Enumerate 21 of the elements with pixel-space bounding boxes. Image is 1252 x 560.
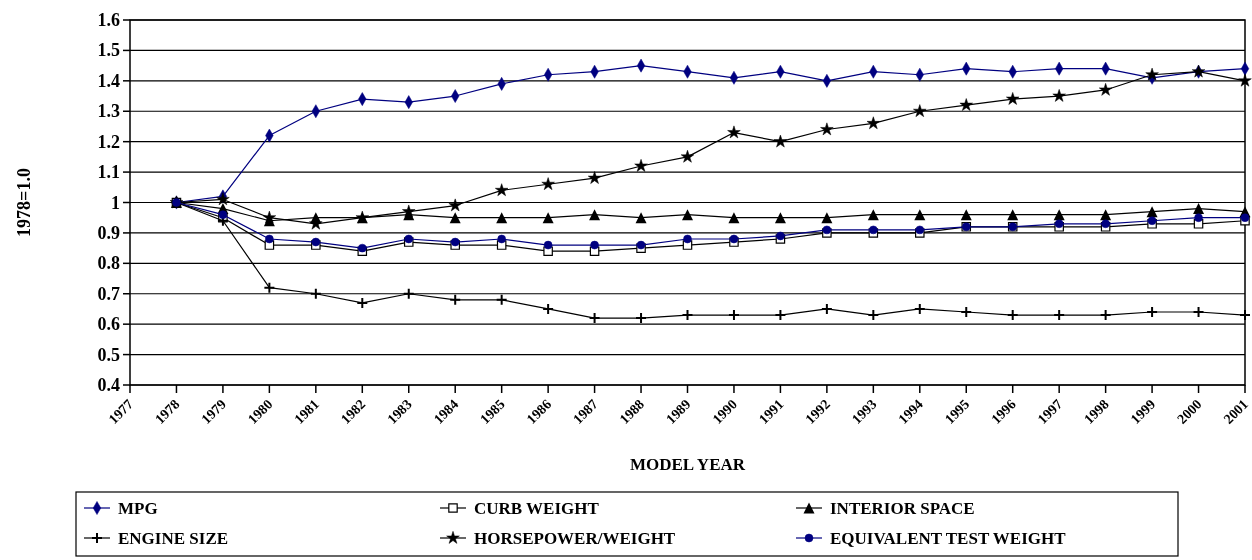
y-tick-label: 0.5 xyxy=(97,344,120,365)
y-tick-label: 1.6 xyxy=(97,10,120,30)
legend-label: MPG xyxy=(118,499,158,518)
legend-label: HORSEPOWER/WEIGHT xyxy=(474,529,676,548)
legend-label: EQUIVALENT TEST WEIGHT xyxy=(830,529,1067,548)
legend-label: INTERIOR SPACE xyxy=(830,499,975,518)
x-axis-title: MODEL YEAR xyxy=(629,455,746,474)
y-tick-label: 1 xyxy=(111,192,120,213)
y-axis-title: 1978=1.0 xyxy=(14,168,34,237)
y-tick-label: 1.4 xyxy=(97,70,120,91)
y-tick-label: 1.2 xyxy=(97,131,120,152)
y-tick-label: 1.1 xyxy=(97,162,120,183)
y-tick-label: 0.8 xyxy=(97,253,120,274)
y-tick-label: 0.9 xyxy=(97,222,120,243)
y-tick-label: 0.6 xyxy=(97,314,120,335)
legend-label: ENGINE SIZE xyxy=(118,529,229,548)
legend-label: CURB WEIGHT xyxy=(474,499,600,518)
y-tick-label: 0.7 xyxy=(97,283,120,304)
y-tick-label: 1.5 xyxy=(97,40,120,61)
y-tick-label: 0.4 xyxy=(97,375,120,395)
y-tick-label: 1.3 xyxy=(97,101,120,122)
